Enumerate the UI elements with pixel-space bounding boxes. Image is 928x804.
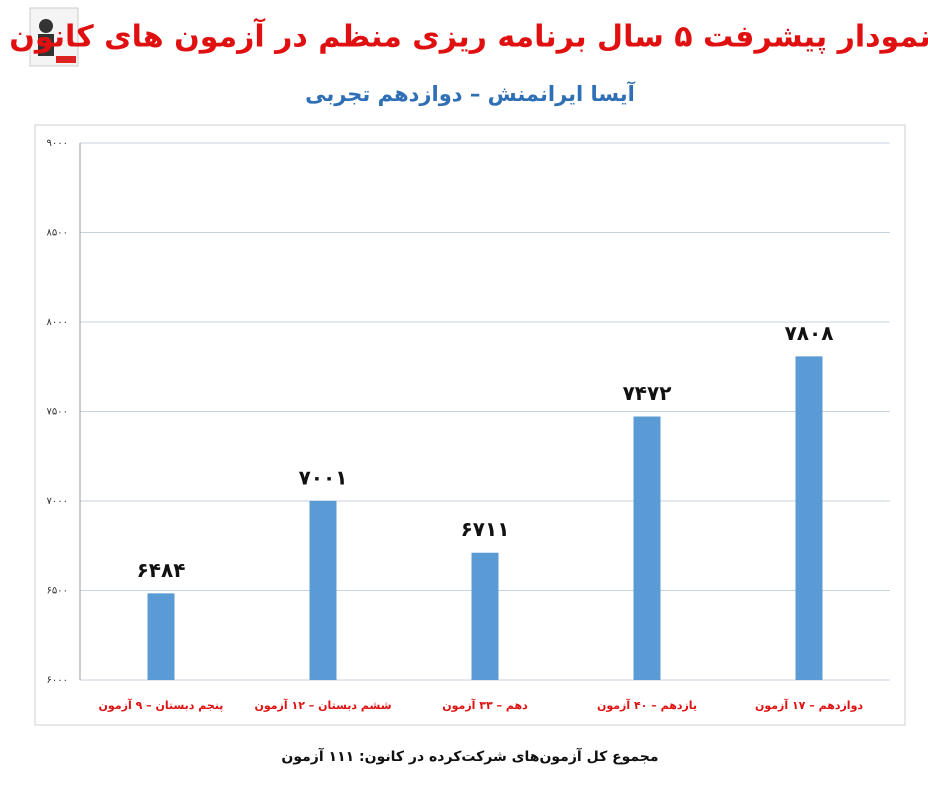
y-tick-label: ۷۵۰۰	[47, 407, 68, 418]
x-tick-label: دهم – ۳۳ آزمون	[442, 698, 528, 712]
bar	[633, 416, 661, 680]
bar	[471, 552, 499, 680]
x-tick-label: پنجم دبستان – ۹ آزمون	[99, 698, 224, 712]
x-tick-label: دوازدهم – ۱۷ آزمون	[755, 698, 863, 712]
value-label: ۷۸۰۸	[785, 321, 834, 345]
y-tick-label: ۹۰۰۰	[47, 138, 68, 149]
logo-icon	[56, 56, 76, 63]
chart-subtitle: آیسا ایرانمنش – دوازدهم تجربی	[305, 81, 636, 106]
y-tick-label: ۶۵۰۰	[47, 586, 68, 597]
x-tick-label: ششم دبستان – ۱۲ آزمون	[254, 698, 391, 712]
y-tick-label: ۸۰۰۰	[47, 317, 68, 328]
x-tick-label: یازدهم – ۴۰ آزمون	[597, 698, 697, 712]
logo-icon	[38, 34, 54, 56]
caption: مجموع کل آزمون‌های شرکت‌کرده در کانون: ۱…	[281, 747, 658, 765]
logo-icon	[39, 19, 53, 33]
value-label: ۷۰۰۱	[299, 465, 348, 489]
chart-title: نمودار پیشرفت ۵ سال برنامه ریزی منظم در …	[9, 18, 928, 55]
bar	[795, 356, 823, 680]
bar	[309, 500, 337, 680]
bar	[147, 593, 175, 680]
plot-frame	[34, 124, 906, 726]
logo	[29, 7, 79, 67]
y-tick-label: ۸۵۰۰	[47, 228, 68, 239]
y-tick-label: ۶۰۰۰	[47, 675, 68, 686]
value-label: ۶۷۱۱	[461, 517, 510, 541]
value-label: ۷۴۷۲	[623, 381, 672, 405]
value-label: ۶۴۸۴	[137, 558, 186, 582]
y-tick-label: ۷۰۰۰	[47, 496, 68, 507]
